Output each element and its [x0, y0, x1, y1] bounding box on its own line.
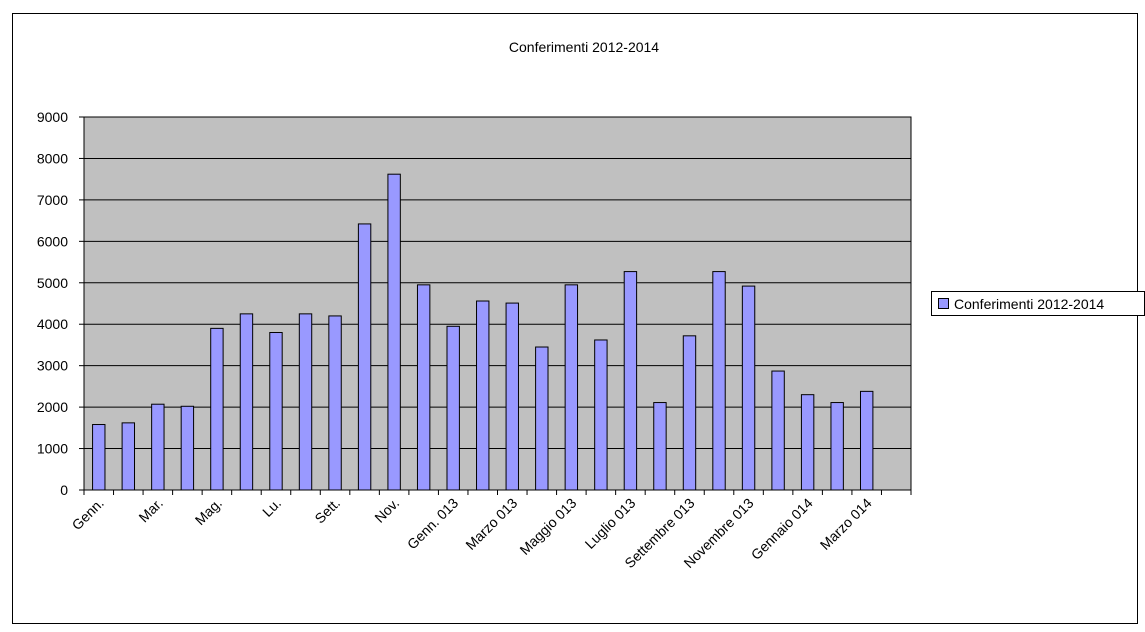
bar	[505, 302, 519, 491]
x-tick-labels: Genn. Mar. Mag. Lu. Sett. Nov. Genn. 013 Marzo …	[69, 495, 875, 571]
bar	[121, 422, 136, 491]
x-tick-label: Lu.	[259, 495, 284, 520]
y-tick-label: 4000	[37, 316, 68, 332]
legend-swatch	[938, 298, 949, 309]
bar	[653, 402, 667, 491]
bar	[859, 390, 874, 491]
x-tick-label: Marzo 014	[817, 495, 875, 553]
legend: Conferimenti 2012-2014	[931, 291, 1145, 316]
bar	[623, 271, 638, 491]
y-tick-label: 0	[60, 482, 68, 498]
bar	[535, 346, 549, 491]
bar	[830, 402, 844, 491]
bar	[151, 403, 165, 491]
x-tick-label: Mag.	[192, 495, 225, 528]
y-tick-label: 9000	[37, 109, 68, 125]
y-tick-labels: 0 1000 2000 3000 4000 5000 6000 7000 8000 9000	[37, 109, 68, 498]
x-tick-label: Gennaio 014	[748, 495, 816, 563]
y-tick-label: 7000	[37, 192, 68, 208]
x-tick-label: Mar.	[135, 495, 166, 526]
bar	[712, 271, 726, 491]
x-tick-label: Sett.	[311, 495, 343, 527]
x-tick-label: Maggio 013	[516, 495, 579, 558]
y-tick-label: 3000	[37, 358, 68, 374]
bar	[357, 223, 372, 491]
x-tick-label: Genn. 013	[404, 495, 462, 553]
bar	[594, 339, 608, 491]
bar	[92, 424, 106, 491]
bar	[328, 315, 342, 491]
bar	[771, 370, 785, 491]
bar	[741, 285, 756, 491]
bar	[210, 327, 224, 491]
bar	[682, 335, 697, 491]
x-tick-label: Marzo 013	[462, 495, 520, 553]
bar	[180, 405, 195, 491]
x-tick-label: Genn.	[69, 495, 107, 533]
x-tick-label: Luglio 013	[582, 495, 639, 552]
bars	[92, 173, 874, 491]
bar	[269, 332, 283, 491]
chart-title: Conferimenti 2012-2014	[509, 39, 659, 55]
y-tick-label: 8000	[37, 150, 68, 166]
bar	[476, 300, 490, 491]
y-tick-label: 1000	[37, 441, 68, 457]
axes	[79, 116, 912, 495]
bar	[800, 394, 815, 491]
bar	[298, 313, 313, 491]
bar	[387, 173, 401, 491]
y-tick-label: 5000	[37, 275, 68, 291]
y-tick-label: 6000	[37, 233, 68, 249]
bar	[239, 313, 254, 491]
x-tick-label: Nov.	[371, 495, 402, 526]
plot-area	[83, 116, 912, 491]
bar	[446, 325, 460, 491]
bar	[564, 284, 579, 491]
legend-label: Conferimenti 2012-2014	[954, 295, 1105, 312]
y-tick-label: 2000	[37, 399, 68, 415]
bar	[416, 284, 431, 491]
